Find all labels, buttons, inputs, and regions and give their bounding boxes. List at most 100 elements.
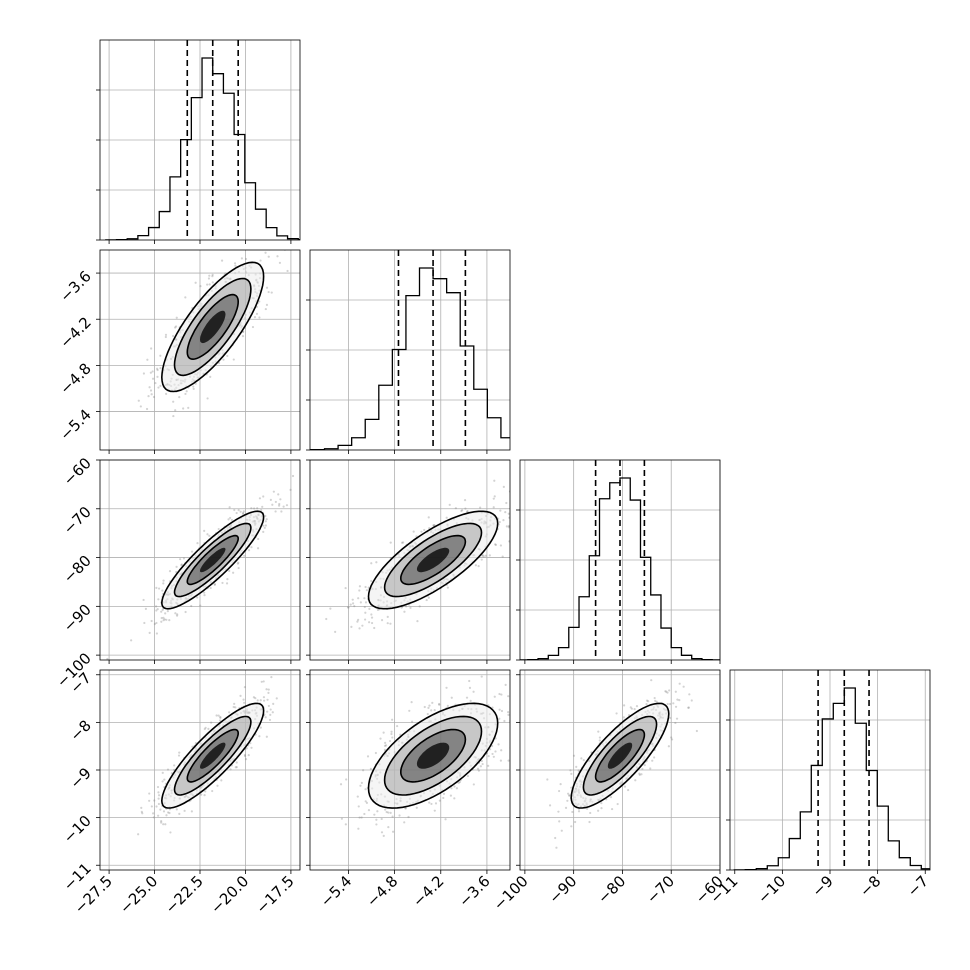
sample-point — [415, 806, 418, 809]
sample-point — [383, 748, 386, 751]
sample-point — [160, 610, 163, 613]
sample-point — [267, 255, 270, 258]
sample-point — [262, 495, 265, 498]
sample-point — [191, 745, 194, 748]
x-tick-label: −5.4 — [317, 872, 355, 910]
sample-point — [142, 372, 146, 375]
sample-point — [433, 809, 436, 812]
sample-point — [225, 582, 229, 585]
sample-point — [498, 717, 501, 720]
sample-point — [653, 696, 656, 700]
sample-point — [258, 735, 261, 738]
sample-point — [597, 730, 600, 733]
sample-point — [375, 818, 378, 821]
sample-point — [187, 406, 190, 409]
sample-point — [157, 791, 160, 794]
sample-point — [505, 501, 508, 505]
sample-point — [240, 257, 243, 260]
sample-point — [507, 512, 510, 515]
sample-point — [385, 810, 388, 814]
sample-point — [370, 613, 373, 616]
sample-point — [453, 785, 456, 788]
sample-point — [149, 389, 153, 392]
sample-point — [391, 718, 394, 721]
y-tick-label: −9 — [66, 764, 94, 792]
sample-point — [507, 711, 510, 714]
sample-point — [183, 809, 186, 812]
sample-point — [425, 598, 428, 602]
sample-point — [390, 732, 393, 736]
sample-point — [176, 613, 179, 616]
sample-point — [633, 707, 636, 711]
sample-point — [494, 543, 497, 546]
sample-point — [373, 626, 376, 630]
sample-point — [243, 701, 246, 704]
sample-point — [518, 709, 520, 711]
sample-point — [340, 817, 343, 820]
sample-point — [386, 622, 389, 625]
sample-point — [600, 802, 603, 805]
sample-point — [488, 554, 491, 557]
sample-point — [500, 709, 504, 713]
sample-point — [190, 550, 194, 553]
x-tick-label: −100 — [490, 872, 532, 914]
sample-point — [438, 799, 441, 802]
sample-point — [344, 823, 347, 826]
sample-point — [504, 683, 507, 686]
y-tick-label: −3.6 — [56, 267, 94, 305]
sample-point — [165, 392, 168, 396]
sample-point — [182, 407, 185, 410]
sample-point — [258, 300, 261, 303]
sample-point — [143, 621, 146, 625]
sample-point — [243, 754, 247, 758]
sample-point — [476, 767, 480, 770]
sample-point — [567, 792, 570, 795]
sample-point — [396, 724, 399, 728]
sample-point — [234, 264, 237, 267]
sample-point — [676, 698, 679, 701]
sample-point — [515, 732, 517, 734]
sample-point — [623, 704, 626, 707]
sample-point — [616, 802, 619, 806]
sample-point — [208, 274, 211, 277]
sample-point — [247, 754, 250, 757]
sample-point — [466, 510, 469, 513]
sample-point — [638, 773, 641, 776]
sample-point — [203, 594, 206, 597]
sample-point — [670, 738, 674, 741]
sample-point — [265, 518, 268, 521]
contour-level — [594, 728, 646, 783]
sample-point — [264, 520, 267, 523]
sample-point — [577, 810, 581, 813]
sample-point — [687, 706, 690, 709]
sample-point — [588, 820, 591, 824]
sample-point — [347, 606, 350, 609]
sample-point — [215, 714, 218, 717]
sample-point — [376, 810, 379, 813]
sample-point — [239, 510, 242, 513]
sample-point — [148, 799, 151, 802]
contour-level — [570, 702, 670, 809]
sample-point — [507, 713, 510, 716]
sample-point — [407, 815, 410, 819]
sample-point — [507, 526, 510, 529]
sample-point — [481, 762, 484, 766]
sample-point — [155, 805, 158, 808]
sample-point — [500, 749, 503, 752]
sample-point — [492, 506, 495, 509]
sample-point — [199, 284, 202, 288]
sample-point — [416, 620, 419, 623]
sample-point — [491, 744, 494, 748]
sample-point — [206, 283, 209, 286]
sample-point — [516, 517, 518, 519]
sample-point — [137, 399, 140, 402]
sample-point — [247, 549, 251, 552]
panel-frame — [99, 669, 301, 871]
y-tick-label: −4.2 — [56, 313, 94, 351]
sample-point — [391, 815, 394, 818]
sample-point — [430, 802, 433, 806]
sample-point — [264, 514, 267, 518]
sample-point — [228, 711, 231, 714]
diag-panel-1 — [96, 39, 301, 244]
sample-point — [175, 316, 178, 319]
